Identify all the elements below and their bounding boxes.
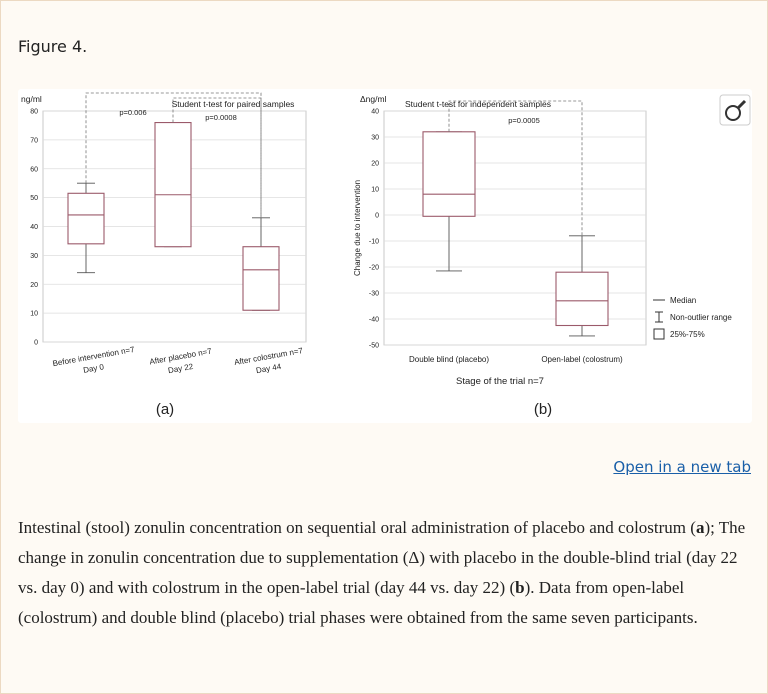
y-tick-label: -50 [369, 343, 379, 350]
caption-text: Intestinal (stool) zonulin concentration… [18, 518, 696, 537]
y-tick-label: 70 [30, 137, 38, 144]
y-tick-label: 40 [371, 109, 379, 116]
y-tick-label: 80 [30, 109, 38, 116]
legend-label: Non-outlier range [670, 313, 732, 322]
figure-label: Figure 4. [18, 37, 88, 56]
y-tick-label: -10 [369, 239, 379, 246]
y-tick-label: 10 [30, 311, 38, 318]
figure-chart: 0 10 20 30 40 50 60 70 80 Student t-test for pair… [21, 92, 751, 418]
significance-bracket [448, 100, 583, 236]
box [555, 271, 609, 327]
y-tick-label: 0 [375, 213, 379, 220]
box [422, 131, 476, 217]
p-value: p=0.0005 [508, 116, 540, 125]
caption-panel-ref: b [515, 578, 525, 597]
y-axis-unit: ng/ml [21, 94, 42, 104]
x-tick-label: Day 44 [255, 362, 282, 375]
p-value: p=0.0008 [205, 113, 237, 122]
legend-range [655, 311, 663, 323]
x-axis-title: Stage of the trial n=7 [456, 376, 544, 387]
chart-title: Student t-test for paired samples [172, 99, 295, 109]
y-tick-label: 30 [30, 253, 38, 260]
caption-panel-ref: a [695, 518, 705, 537]
y-tick-label: 20 [371, 161, 379, 168]
x-tick-label: Day 0 [82, 362, 105, 375]
legend-box [653, 328, 665, 340]
y-axis-unit: Δng/ml [360, 94, 387, 104]
caption-text: ); The change in zonulin concentration d… [18, 518, 746, 597]
y-tick-label: -30 [369, 291, 379, 298]
caption: Intestinal (stool) zonulin concentration… [18, 513, 753, 633]
box [67, 192, 105, 245]
open-link[interactable]: Open in a new tab [613, 458, 751, 476]
chart-title: Student t-test for independent samples [405, 99, 551, 109]
legend-label: 25%-75% [670, 330, 705, 339]
y-tick-label: 60 [30, 166, 38, 173]
lens [725, 105, 741, 121]
magnifier-icon[interactable] [719, 94, 751, 126]
box [154, 121, 192, 248]
y-axis-title: Change due to intervention [353, 180, 362, 276]
y-tick-label: -20 [369, 265, 379, 272]
y-tick-label: 0 [34, 340, 38, 347]
legend-label: Median [670, 296, 696, 305]
panel-label: (a) [156, 401, 174, 418]
y-tick-label: 30 [371, 135, 379, 142]
y-tick-label: 50 [30, 195, 38, 202]
panel-label: (b) [534, 401, 552, 418]
caption-text: ). Data from open-label (colostrum) and … [18, 578, 698, 627]
y-tick-label: -40 [369, 317, 379, 324]
significance-bracket [85, 92, 262, 218]
x-tick-label: Open-label (colostrum) [541, 355, 623, 364]
figure: 0 10 20 30 40 50 60 70 80 Student t-test for pair… [18, 89, 752, 423]
y-tick-label: 40 [30, 224, 38, 231]
y-tick-label: 20 [30, 282, 38, 289]
significance-bracket [172, 97, 262, 218]
x-tick-label: Double blind (placebo) [409, 355, 489, 364]
handle [736, 99, 747, 110]
p-value: p=0.006 [119, 108, 146, 117]
box [242, 246, 280, 311]
x-tick-label: Day 22 [167, 362, 194, 375]
y-tick-label: 10 [371, 187, 379, 194]
